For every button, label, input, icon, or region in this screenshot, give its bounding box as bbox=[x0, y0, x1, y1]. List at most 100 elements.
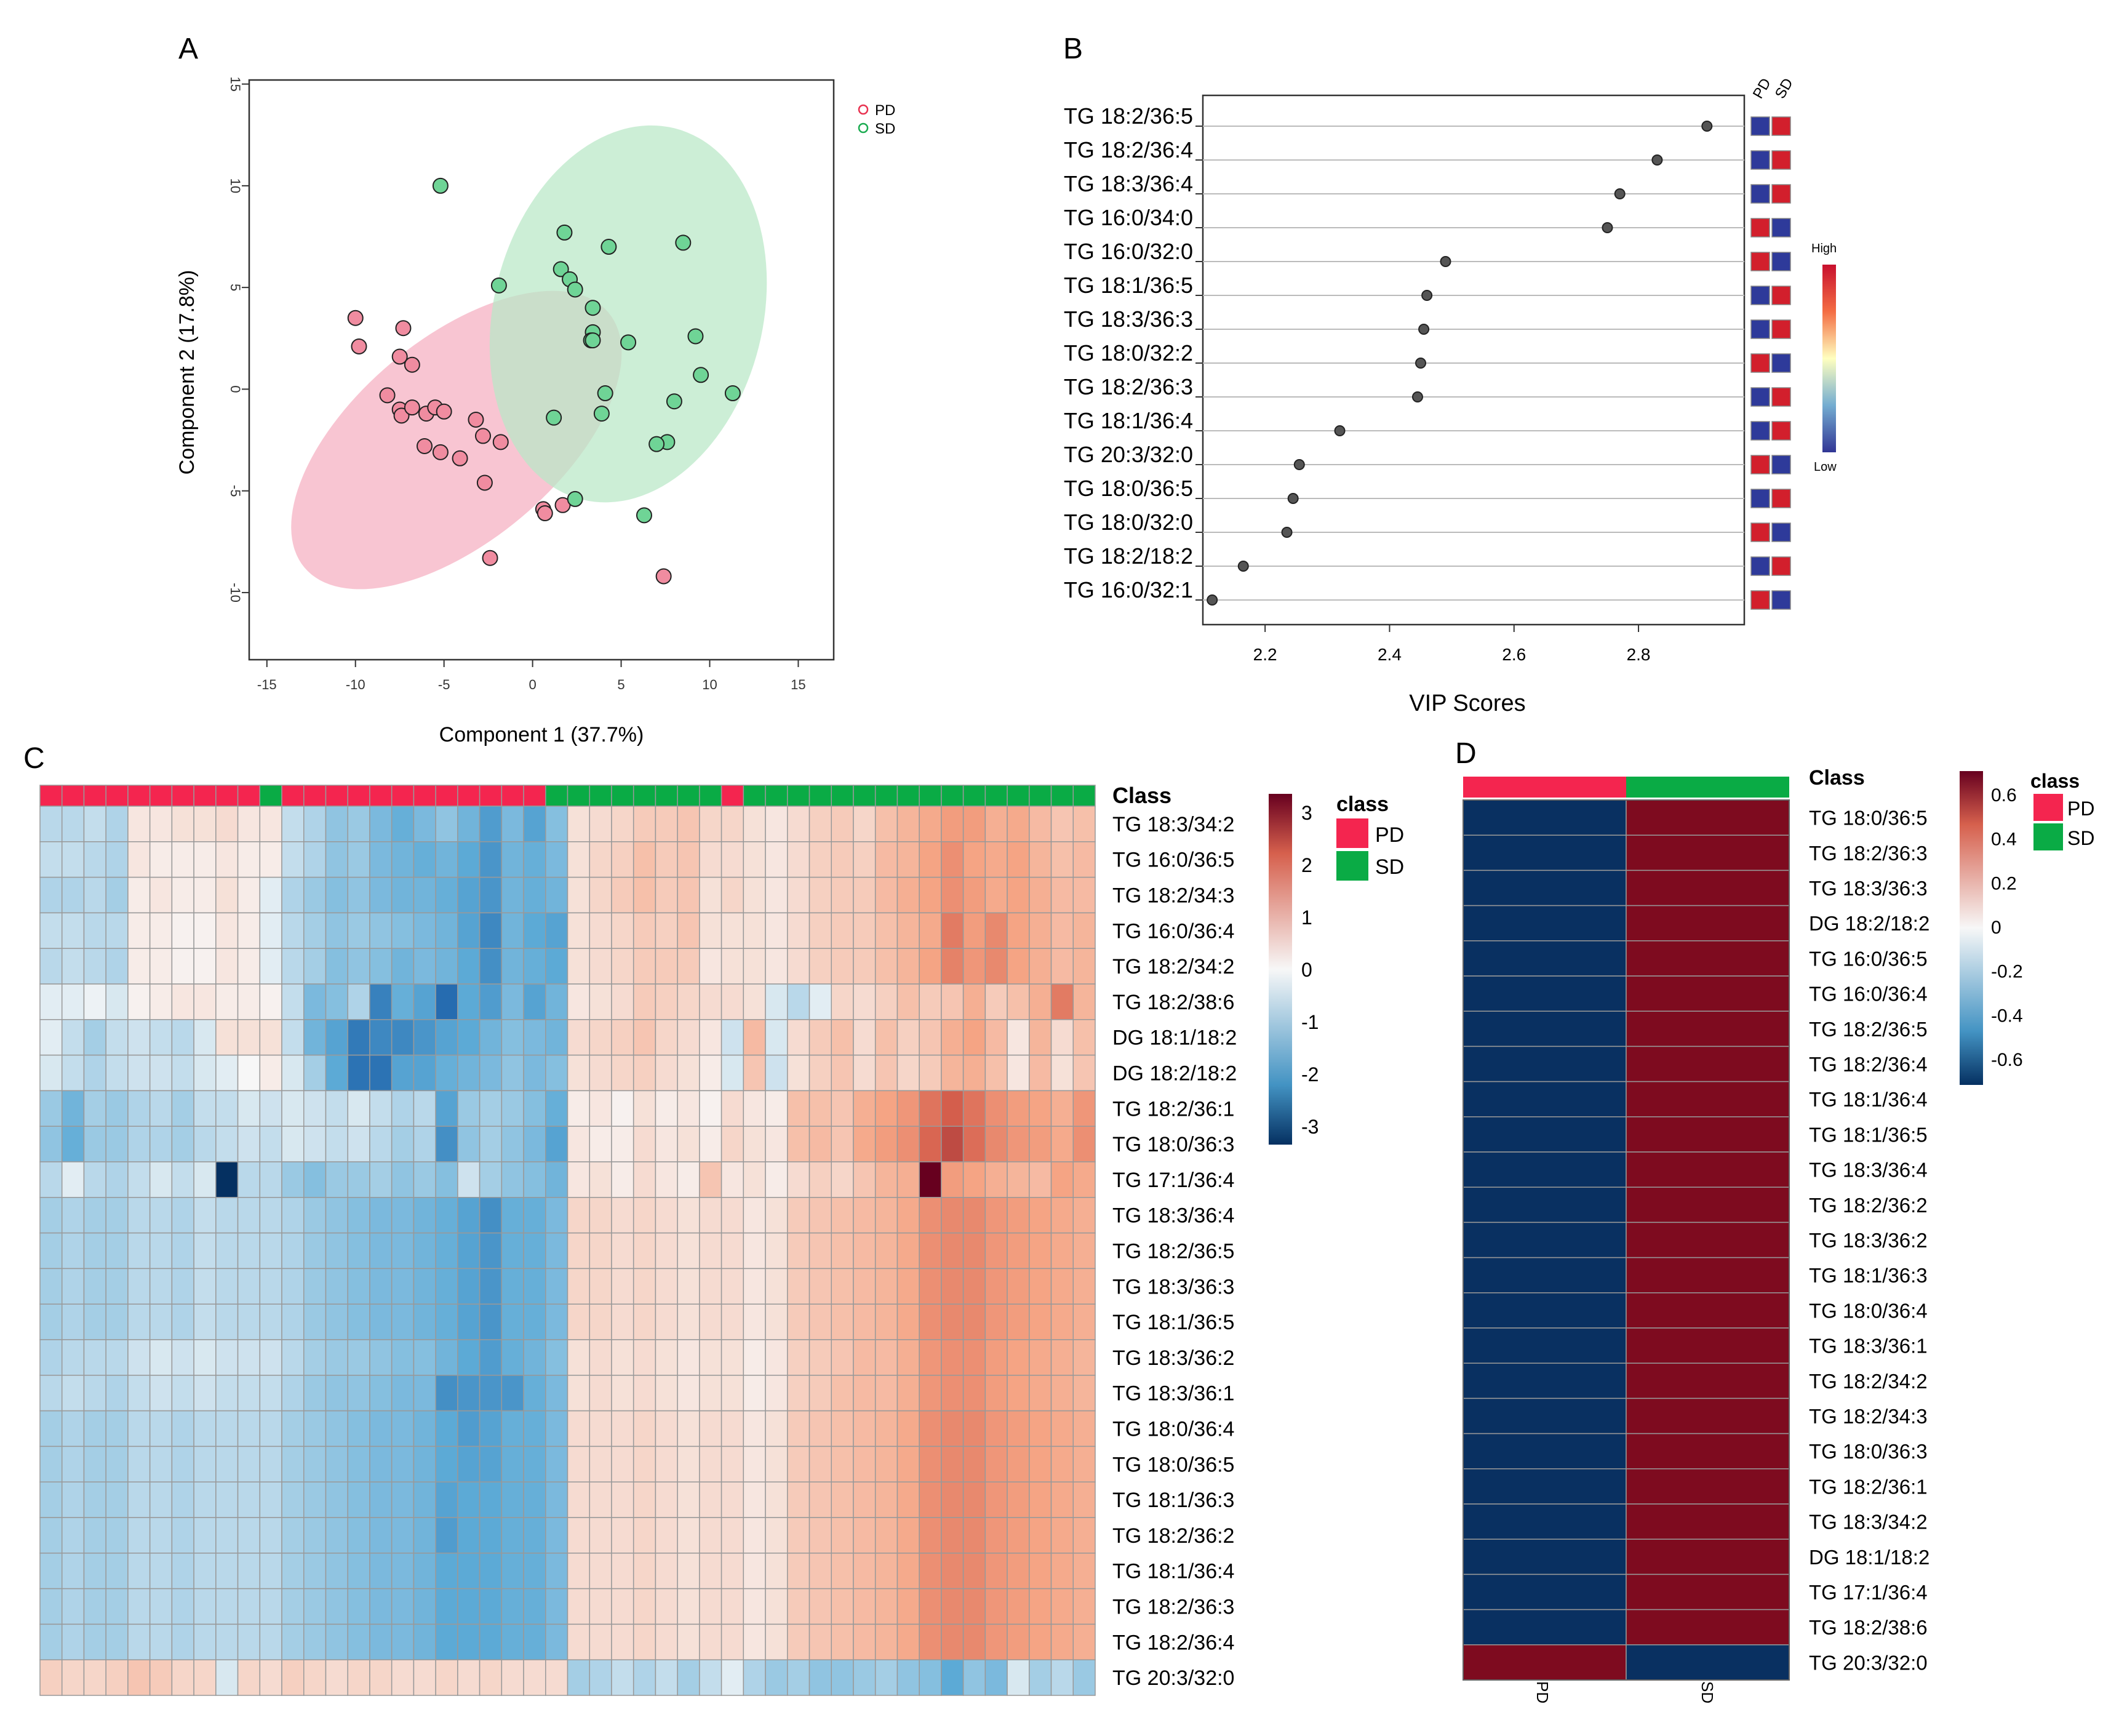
panel-c-cell bbox=[677, 1410, 700, 1447]
panel-c-cell bbox=[567, 983, 590, 1020]
panel-c-cell bbox=[962, 1339, 986, 1376]
panel-c-cell bbox=[1007, 876, 1030, 914]
panel-c-cell bbox=[105, 1268, 129, 1305]
panel-c-cell bbox=[391, 1090, 415, 1127]
panel-c-class-cell bbox=[655, 785, 678, 807]
panel-c-cell bbox=[83, 1197, 106, 1234]
panel-c-cell bbox=[347, 876, 370, 914]
panel-c-class-cell bbox=[281, 785, 305, 807]
panel-c-cell bbox=[501, 1588, 524, 1625]
panel-d-cell bbox=[1626, 1116, 1790, 1153]
panel-c-colorbar bbox=[1269, 794, 1292, 1145]
panel-b-row-label: TG 18:1/36:4 bbox=[1064, 408, 1193, 433]
panel-c-cell bbox=[962, 1659, 986, 1696]
panel-c-cell bbox=[479, 1410, 503, 1447]
panel-c-cell bbox=[391, 1019, 415, 1056]
panel-c-cell bbox=[633, 983, 656, 1020]
panel-c-cell bbox=[896, 1303, 920, 1340]
panel-c-cell bbox=[1050, 1126, 1074, 1162]
panel-c-cell bbox=[677, 1623, 700, 1660]
panel-c-cell bbox=[984, 1090, 1008, 1127]
panel-c-cell bbox=[1029, 1339, 1052, 1376]
panel-d-cell bbox=[1626, 1574, 1790, 1610]
panel-c-cell bbox=[83, 1517, 106, 1554]
panel-c-cell bbox=[435, 1232, 458, 1270]
panel-c-cell bbox=[743, 1090, 766, 1127]
panel-c-cell bbox=[457, 912, 481, 949]
panel-d-row-label: TG 16:0/36:5 bbox=[1809, 947, 1928, 970]
panel-c-cell bbox=[281, 1659, 305, 1696]
panel-c-cell bbox=[457, 876, 481, 914]
panel-c-cell bbox=[633, 1481, 656, 1518]
panel-c-cell bbox=[105, 1303, 129, 1340]
panel-d-row-label: TG 20:3/32:0 bbox=[1809, 1651, 1928, 1674]
panel-c-cell bbox=[391, 1232, 415, 1270]
panel-c-cell bbox=[435, 1446, 458, 1482]
panel-c-cell bbox=[1029, 1126, 1052, 1162]
panel-c-cell bbox=[347, 1126, 370, 1162]
panel-c-cell bbox=[259, 1588, 282, 1625]
panel-c-cell bbox=[501, 912, 524, 949]
panel-c-cell bbox=[831, 876, 854, 914]
panel-c-cell bbox=[941, 1303, 964, 1340]
panel-c-cell bbox=[501, 1553, 524, 1590]
panel-c-class-cell bbox=[611, 785, 634, 807]
panel-c-cell bbox=[677, 1517, 700, 1554]
panel-c-cell bbox=[281, 1588, 305, 1625]
panel-c-cell bbox=[589, 1339, 612, 1376]
panel-c-cell bbox=[259, 1054, 282, 1092]
panel-c-cell bbox=[479, 1446, 503, 1482]
panel-c-cell bbox=[39, 1019, 63, 1056]
panel-c-cell bbox=[896, 1197, 920, 1234]
panel-c-cell bbox=[984, 1588, 1008, 1625]
panel-d-cell bbox=[1626, 1151, 1790, 1188]
panel-c-cell bbox=[853, 806, 876, 842]
panel-c-class-cell bbox=[1029, 785, 1052, 807]
panel-c-row-label: TG 18:3/34:2 bbox=[1112, 813, 1234, 836]
panel-b-group-cell bbox=[1771, 218, 1791, 238]
panel-c-cell bbox=[523, 1553, 546, 1590]
panel-b-group-cell bbox=[1750, 252, 1770, 271]
panel-b-vip-point bbox=[1440, 256, 1451, 267]
panel-c-cell bbox=[523, 948, 546, 985]
panel-b-group-cell bbox=[1750, 218, 1770, 238]
panel-c-cell bbox=[171, 1623, 194, 1660]
panel-c-cell bbox=[149, 806, 173, 842]
panel-c-cell bbox=[545, 1090, 569, 1127]
panel-c-cell bbox=[655, 1517, 678, 1554]
panel-c-cell bbox=[303, 1161, 327, 1198]
panel-c-cell bbox=[457, 1659, 481, 1696]
panel-d-colorbar-tick-label: 0.2 bbox=[1991, 873, 2017, 894]
panel-c-cell bbox=[699, 1339, 722, 1376]
panel-c-cell bbox=[984, 841, 1008, 878]
panel-c-cell bbox=[369, 1019, 393, 1056]
panel-c-cell bbox=[633, 1197, 656, 1234]
panel-c-cell bbox=[149, 1375, 173, 1412]
panel-c-cell bbox=[479, 1375, 503, 1412]
panel-c-cell bbox=[237, 1375, 261, 1412]
panel-c-legend-title: class bbox=[1336, 793, 1389, 816]
panel-c-cell bbox=[281, 1197, 305, 1234]
panel-c-cell bbox=[787, 876, 810, 914]
panel-c-cell bbox=[962, 841, 986, 878]
panel-c-cell bbox=[720, 1232, 744, 1270]
panel-c-cell bbox=[105, 1019, 129, 1056]
panel-c-cell bbox=[1050, 1481, 1074, 1518]
panel-b-vip-point bbox=[1237, 561, 1249, 572]
panel-c-cell bbox=[127, 983, 151, 1020]
panel-c-cell bbox=[457, 1375, 481, 1412]
panel-d-heatmap: TG 18:0/36:5TG 18:2/36:3TG 18:3/36:3DG 1… bbox=[1463, 766, 2094, 1703]
panel-c-cell bbox=[1029, 1481, 1052, 1518]
panel-c-cell bbox=[699, 1126, 722, 1162]
panel-c-cell bbox=[171, 1197, 194, 1234]
panel-c-cell bbox=[633, 912, 656, 949]
panel-c-cell bbox=[831, 1623, 854, 1660]
panel-c-cell bbox=[457, 1268, 481, 1305]
panel-c-row-label: TG 18:1/36:4 bbox=[1112, 1560, 1234, 1583]
panel-c-cell bbox=[962, 1197, 986, 1234]
panel-c-row-label: TG 18:3/36:3 bbox=[1112, 1275, 1234, 1298]
panel-c-cell bbox=[83, 1553, 106, 1590]
panel-c-cell bbox=[413, 912, 436, 949]
panel-c-cell bbox=[457, 1161, 481, 1198]
